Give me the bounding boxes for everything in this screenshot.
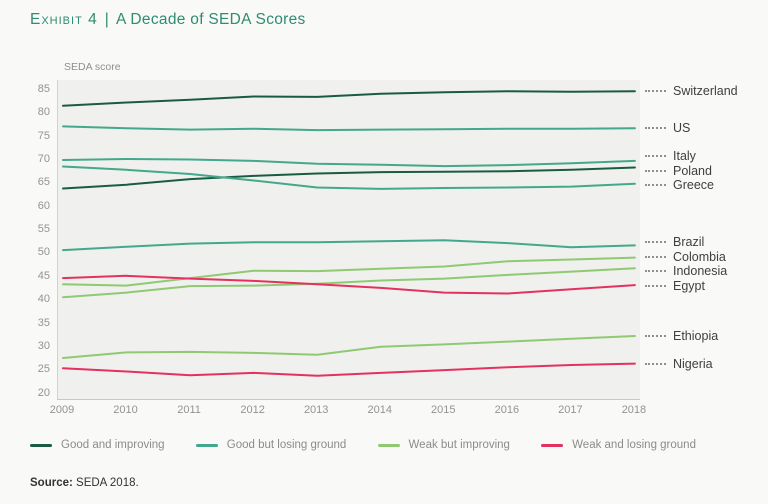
x-tick-2009: 2009	[49, 404, 75, 416]
series-label-us: US	[645, 120, 690, 136]
series-label-text: US	[673, 121, 691, 136]
y-tick-45: 45	[37, 269, 50, 282]
legend-label: Weak but improving	[408, 439, 510, 451]
y-axis-title: SEDA score	[64, 61, 121, 73]
line-colombia	[62, 256, 636, 287]
leader-dots	[645, 155, 666, 158]
y-tick-55: 55	[37, 223, 50, 236]
y-tick-50: 50	[37, 246, 50, 259]
series-label-text: Egypt	[673, 279, 705, 294]
y-tick-65: 65	[37, 176, 50, 189]
leader-dots	[645, 184, 666, 187]
x-tick-2016: 2016	[494, 404, 520, 416]
exhibit-title: Exhibit 4 | A Decade of SEDA Scores	[30, 11, 306, 29]
line-indonesia	[62, 267, 636, 299]
x-tick-2013: 2013	[303, 404, 329, 416]
legend-label: Good but losing ground	[226, 439, 347, 451]
plot-area	[57, 80, 640, 400]
line-brazil	[62, 239, 636, 252]
series-label-text: Nigeria	[673, 356, 713, 371]
leader-dots	[645, 335, 666, 338]
series-label-egypt: Egypt	[645, 278, 705, 294]
y-tick-60: 60	[37, 199, 50, 212]
legend-label: Good and improving	[61, 439, 165, 451]
y-tick-30: 30	[37, 339, 50, 352]
source-note: Source: SEDA 2018.	[30, 477, 139, 489]
series-label-text: Switzerland	[673, 84, 738, 99]
series-label-text: Ethiopia	[673, 329, 719, 344]
series-label-text: Indonesia	[673, 264, 728, 279]
legend-item-good-and-improving: Good and improving	[30, 439, 165, 451]
line-poland	[62, 166, 636, 190]
exhibit-number: Exhibit 4	[30, 11, 98, 28]
x-tick-2014: 2014	[367, 404, 392, 416]
source-text: SEDA 2018.	[72, 477, 139, 489]
series-label-greece: Greece	[645, 177, 714, 193]
leader-dots	[645, 169, 666, 172]
line-us	[62, 125, 636, 132]
line-egypt	[62, 274, 636, 295]
series-label-indonesia: Indonesia	[645, 263, 727, 279]
line-greece	[62, 165, 636, 190]
series-label-text: Colombia	[673, 249, 726, 264]
chart-lines	[62, 90, 636, 377]
legend-swatch	[377, 443, 400, 447]
y-tick-85: 85	[37, 83, 50, 95]
title-text: A Decade of SEDA Scores	[116, 11, 306, 28]
series-label-brazil: Brazil	[645, 234, 704, 250]
leader-dots	[645, 255, 666, 258]
series-label-italy: Italy	[645, 148, 696, 164]
line-nigeria	[62, 362, 636, 377]
y-tick-20: 20	[37, 386, 50, 399]
series-label-text: Brazil	[673, 235, 705, 250]
series-label-text: Poland	[673, 163, 712, 178]
legend-label: Weak and losing ground	[572, 439, 696, 451]
legend-item-good-but-losing-ground: Good but losing ground	[195, 439, 347, 451]
leader-dots	[645, 241, 666, 244]
legend-swatch	[195, 443, 218, 447]
x-tick-2012: 2012	[240, 404, 265, 416]
x-tick-2017: 2017	[558, 404, 583, 416]
series-label-ethiopia: Ethiopia	[645, 328, 718, 344]
y-tick-35: 35	[37, 316, 50, 329]
y-tick-80: 80	[37, 106, 50, 119]
series-label-text: Italy	[673, 149, 696, 164]
legend-item-weak-and-losing-ground: Weak and losing ground	[541, 439, 696, 451]
leader-dots	[645, 90, 666, 93]
series-label-nigeria: Nigeria	[645, 356, 713, 372]
leader-dots	[645, 285, 666, 288]
y-tick-40: 40	[37, 293, 50, 306]
y-tick-25: 25	[37, 363, 50, 376]
legend-swatch	[30, 443, 52, 447]
x-tick-2015: 2015	[431, 404, 456, 416]
x-tick-2010: 2010	[113, 404, 138, 416]
series-label-switzerland: Switzerland	[645, 83, 738, 99]
line-italy	[62, 158, 636, 168]
x-tick-2011: 2011	[177, 404, 201, 416]
legend-swatch	[541, 443, 564, 447]
series-label-text: Greece	[673, 178, 714, 193]
leader-dots	[645, 362, 666, 365]
line-switzerland	[62, 90, 636, 107]
line-ethiopia	[62, 335, 636, 359]
leader-dots	[645, 127, 666, 130]
series-label-colombia: Colombia	[645, 249, 726, 265]
title-separator: |	[104, 11, 110, 28]
chart-legend: Good and improving Good but losing ground…	[30, 439, 696, 451]
source-label: Source:	[30, 477, 73, 489]
x-tick-2018: 2018	[621, 404, 647, 416]
leader-dots	[645, 270, 666, 273]
y-tick-70: 70	[37, 153, 50, 166]
series-label-poland: Poland	[645, 163, 712, 179]
y-tick-75: 75	[37, 129, 50, 142]
legend-item-weak-but-improving: Weak but improving	[377, 439, 510, 451]
